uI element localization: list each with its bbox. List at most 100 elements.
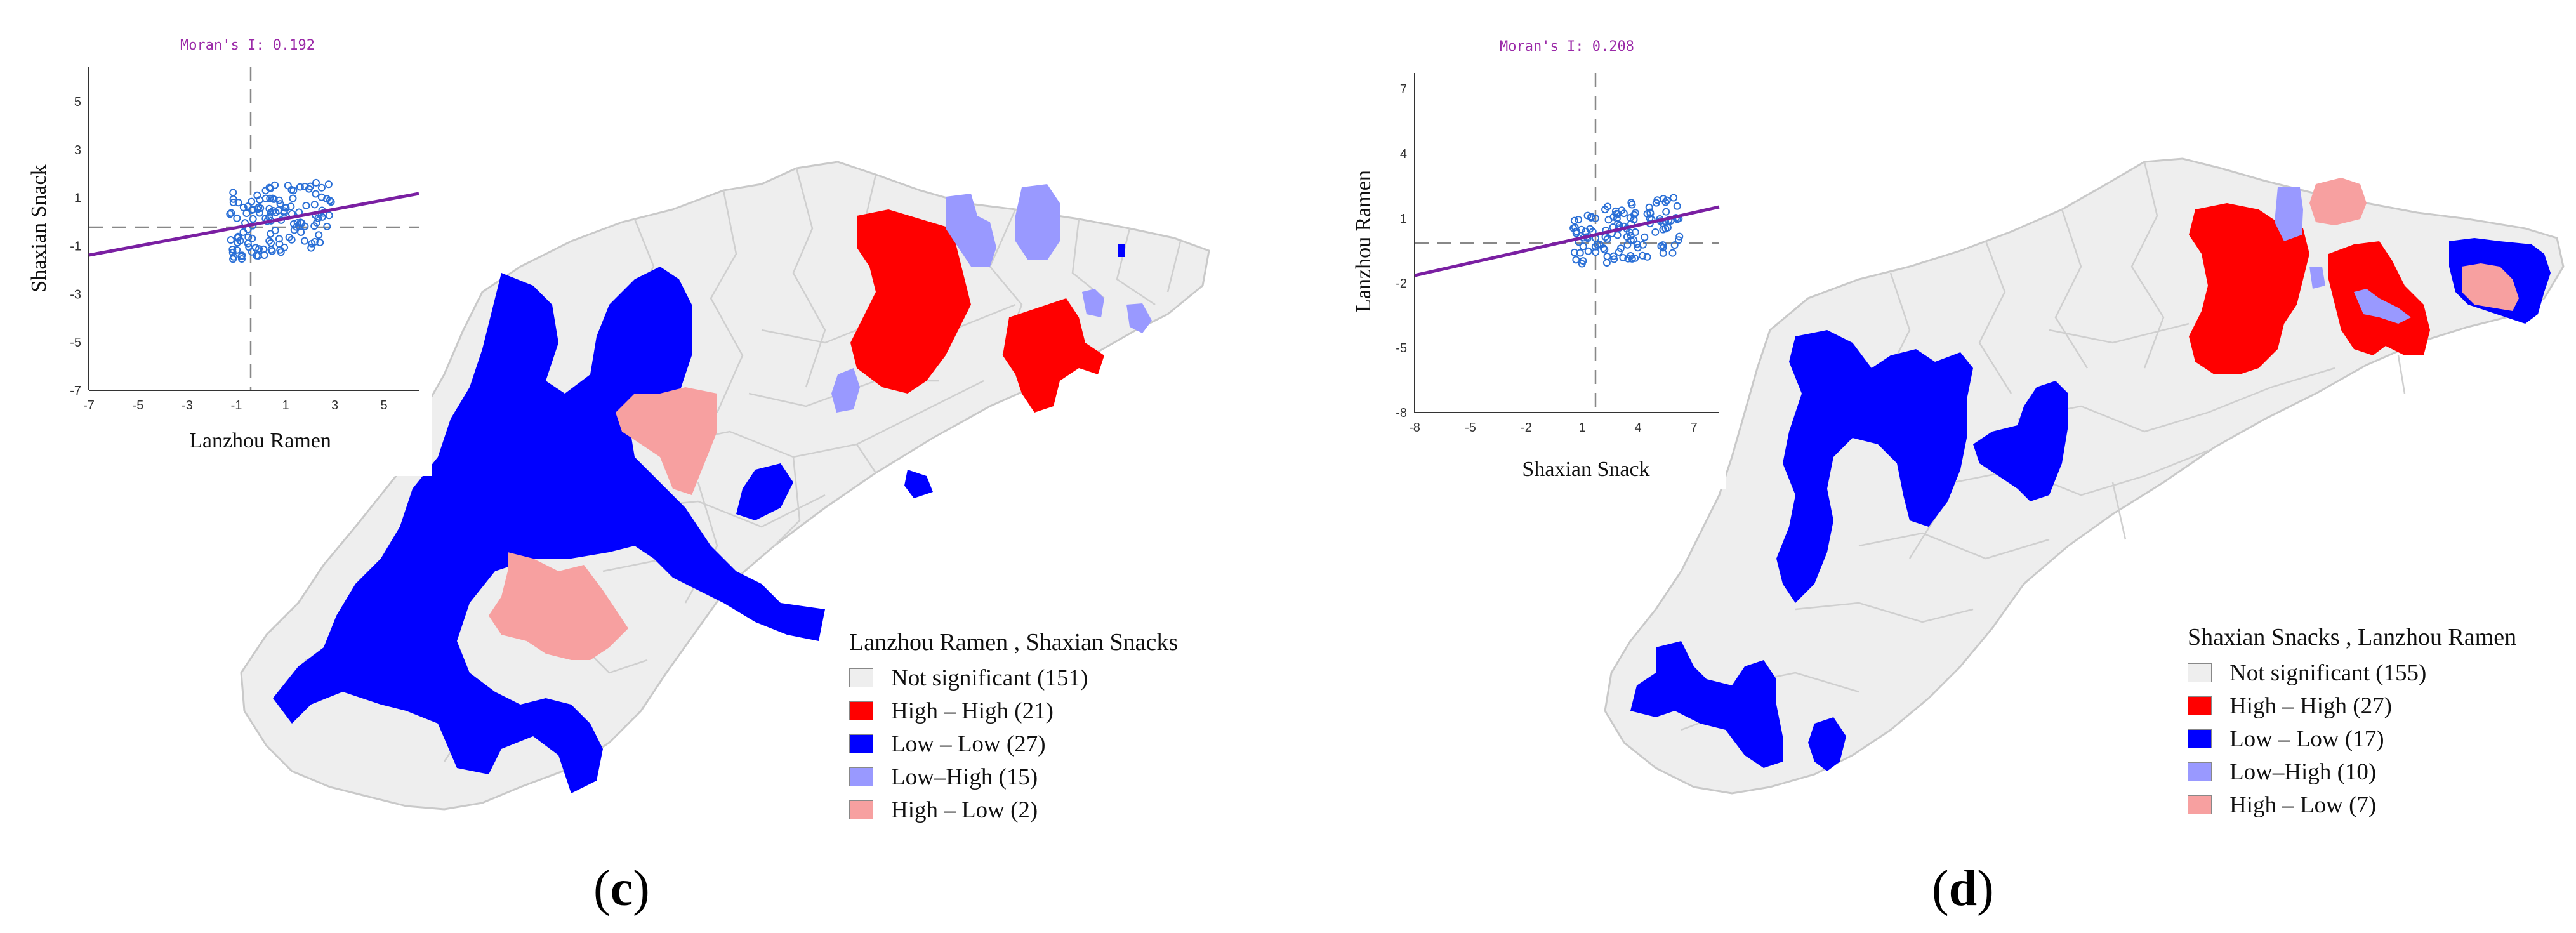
scatter-point (289, 194, 297, 202)
scatter-point (1591, 242, 1599, 251)
legend-title: Lanzhou Ramen , Shaxian Snacks (849, 629, 1179, 656)
scatter-point (317, 193, 326, 201)
scatter-points (226, 178, 335, 263)
y-tick-label: -1 (70, 240, 81, 254)
legend-swatch (2188, 795, 2212, 814)
scatter-point (256, 209, 264, 217)
scatter-point (1572, 256, 1580, 264)
scatter-point (1571, 223, 1579, 232)
scatter-point (310, 201, 319, 209)
legend-item-high-high: High – High (21) (849, 694, 1178, 727)
map-region-low-low (736, 463, 793, 520)
scatter-point (1673, 202, 1681, 210)
y-tick-label: 7 (1400, 83, 1407, 96)
scatter-point (1594, 241, 1602, 249)
scatter-point (1615, 248, 1623, 256)
scatter-point (300, 237, 308, 245)
legend-item-high-high: High – High (27) (2188, 689, 2516, 722)
legend-swatch (2188, 762, 2212, 781)
map-region-low-high (1082, 289, 1104, 317)
scatter-point (229, 198, 237, 206)
scatter-point (293, 223, 301, 231)
scatter-point (253, 191, 261, 199)
map-region-high-low (616, 387, 717, 495)
scatter-point (323, 222, 331, 230)
legend-label: Low–High (15) (891, 764, 1038, 790)
scatter-point (1610, 255, 1618, 263)
map-region-high-high (1003, 298, 1104, 413)
scatter-point (281, 243, 289, 251)
x-tick-label: 5 (380, 399, 387, 413)
scatter-point (1668, 249, 1677, 257)
scatter-point (302, 201, 310, 209)
scatter-point (229, 255, 237, 263)
scatter-point (248, 234, 256, 242)
scatter-point (1599, 244, 1608, 253)
map-region-high-high (2189, 203, 2309, 374)
regression-line (1414, 205, 1720, 277)
x-tick-label: 4 (1634, 421, 1641, 435)
scatter-point (1643, 253, 1651, 261)
scatter-point (226, 210, 234, 218)
legend-swatch (849, 767, 873, 786)
scatter-point (1631, 228, 1639, 236)
map-region-low-high (831, 368, 860, 413)
legend-swatch (849, 734, 873, 753)
legend-label: High – High (27) (2229, 692, 2392, 719)
scatter-point (1577, 225, 1585, 234)
caption-c: (c) (593, 861, 650, 916)
x-tick-label: 3 (331, 399, 338, 413)
scatter-point (1620, 209, 1628, 218)
scatter-point (1670, 194, 1678, 202)
scatter-point (229, 195, 237, 203)
legend-swatch (849, 668, 873, 687)
scatter-point (1659, 249, 1667, 257)
scatter-point (276, 200, 284, 208)
scatter-point (296, 218, 305, 227)
map-region-low-high (2275, 187, 2303, 241)
legend-item-low-low: Low – Low (27) (849, 727, 1178, 760)
scatter-point (316, 239, 324, 247)
scatter-point (297, 228, 305, 236)
map-region-high-low (489, 552, 628, 660)
x-tick-label: -8 (1409, 421, 1420, 435)
scatter-point (1641, 233, 1649, 241)
scatter-point (324, 180, 333, 189)
scatter-point (301, 182, 309, 190)
scatter-point (1592, 248, 1600, 256)
map-region-low-low (273, 267, 825, 793)
scatter-point (233, 246, 241, 254)
scatter-point (312, 178, 320, 187)
y-tick-label: 1 (74, 192, 81, 206)
moran-scatterplot-c: Moran's I: 0.192 -7 -5 -3 -1 1 3 5 531-1-3-5-7… (19, 32, 432, 476)
legend-title: Shaxian Snacks , Lanzhou Ramen (2188, 624, 2517, 651)
x-axis-label: Shaxian Snack (1522, 458, 1649, 481)
scatter-point (315, 231, 323, 239)
scatter-point (1584, 247, 1592, 255)
scatter-point (1630, 216, 1638, 224)
scatter-point (1657, 242, 1665, 250)
map-region-low-high (946, 194, 996, 267)
x-tick-label: 1 (282, 399, 289, 413)
y-axis-label: Shaxian Snack (27, 164, 51, 292)
regression-line (88, 192, 419, 257)
x-tick-label: 1 (1578, 421, 1585, 435)
legend-item-high-low: High – Low (7) (2188, 788, 2516, 821)
map-region-low-low (1118, 244, 1125, 257)
scatter-point (251, 244, 260, 252)
y-axis-label: Lanzhou Ramen (1352, 170, 1375, 312)
legend-d: Shaxian Snacks , Lanzhou Ramen Not signi… (2188, 623, 2516, 821)
scatter-point (1670, 241, 1679, 249)
scatter-point (285, 233, 293, 241)
x-tick-label: 7 (1690, 421, 1697, 435)
map-region-low-low (1808, 717, 1846, 771)
legend-item-low-low: Low – Low (17) (2188, 722, 2516, 755)
x-tick-label: -3 (182, 399, 193, 413)
scatter-point (1630, 235, 1638, 244)
moran-scatterplot-d: Moran's I: 0.208 -8 -5 -2 1 4 7 7 4 1 -2 -5 -8 Sha… (1313, 32, 1726, 489)
scatter-point (1663, 196, 1671, 204)
y-tick-labels: 7 4 1 -2 -5 -8 (1396, 83, 1407, 420)
scatter-point (318, 213, 326, 221)
caption-d: (d) (1932, 861, 1994, 916)
scatter-point (1579, 257, 1587, 265)
